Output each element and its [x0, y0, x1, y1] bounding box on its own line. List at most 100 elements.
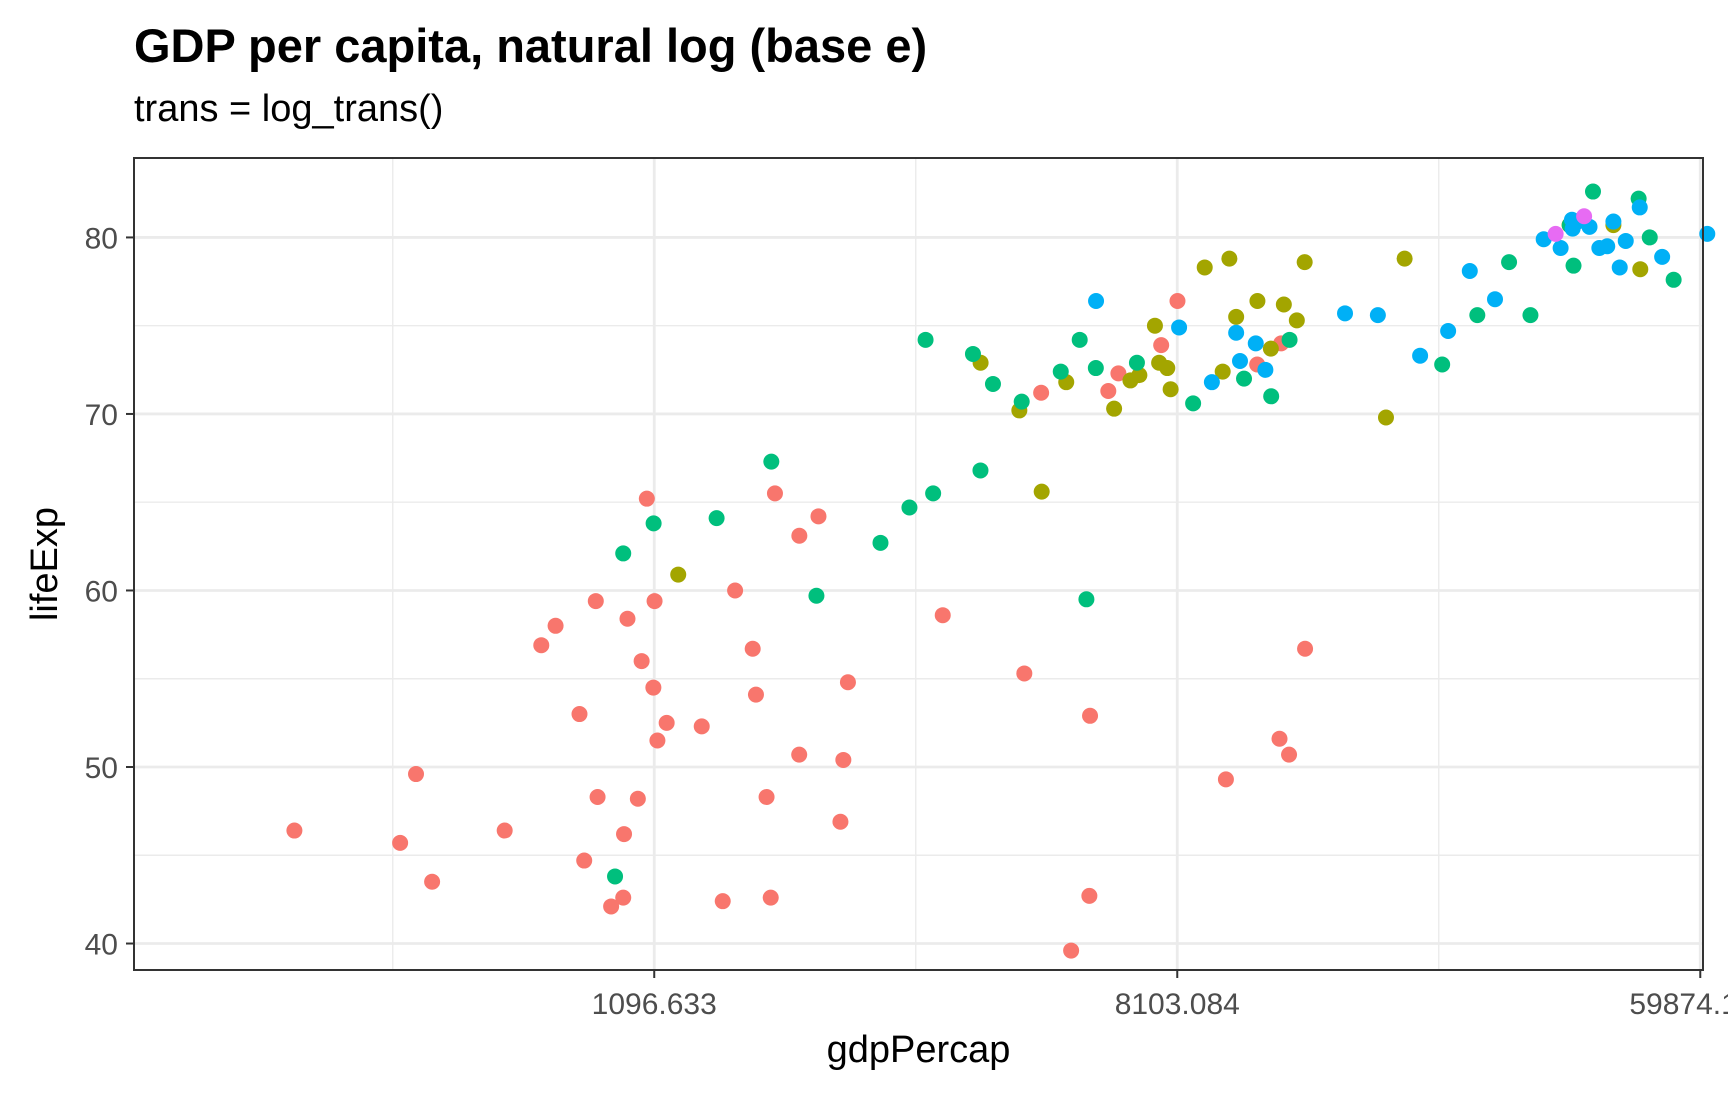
minor-gridlines	[134, 158, 1703, 970]
data-point-americas	[1131, 367, 1148, 384]
data-point-africa	[693, 718, 710, 735]
x-axis: 1096.633 8103.084 59874.142	[592, 970, 1728, 1021]
data-point-asia	[808, 587, 825, 604]
data-point-africa	[727, 582, 744, 599]
y-tick-label: 70	[85, 399, 118, 432]
data-point-americas	[1159, 360, 1176, 377]
data-point-africa	[603, 898, 620, 915]
data-point-americas	[1288, 312, 1305, 329]
data-point-asia	[645, 515, 662, 532]
data-point-africa	[839, 674, 856, 691]
data-point-europe	[1337, 305, 1354, 322]
data-point-europe	[1552, 240, 1569, 257]
data-point-asia	[1522, 307, 1539, 324]
data-point-africa	[1063, 942, 1080, 959]
data-point-europe	[1486, 291, 1503, 308]
data-point-asia	[984, 375, 1001, 392]
data-point-americas	[1296, 254, 1313, 271]
data-point-americas	[1221, 250, 1238, 267]
data-point-americas	[1632, 261, 1649, 278]
data-point-africa	[392, 834, 409, 851]
data-point-europe	[1228, 324, 1245, 341]
data-point-americas	[1377, 409, 1394, 426]
data-point-africa	[1169, 292, 1186, 309]
chart-subtitle: trans = log_trans()	[134, 88, 444, 130]
data-point-europe	[1611, 259, 1628, 276]
data-point-europe	[1699, 225, 1716, 242]
data-point-europe	[1412, 347, 1429, 364]
data-point-asia	[1641, 229, 1658, 246]
data-point-africa	[649, 732, 666, 749]
x-tick-label: 1096.633	[592, 988, 717, 1021]
data-point-africa	[589, 789, 606, 806]
data-point-asia	[1501, 254, 1518, 271]
data-point-asia	[1052, 363, 1069, 380]
data-point-africa	[744, 640, 761, 657]
data-point-asia	[1236, 370, 1253, 387]
data-point-asia	[615, 545, 632, 562]
data-point-asia	[964, 345, 981, 362]
data-point-asia	[1185, 395, 1202, 412]
data-point-asia	[1263, 388, 1280, 405]
data-point-africa	[629, 790, 646, 807]
data-point-asia	[1469, 307, 1486, 324]
data-point-asia	[607, 868, 624, 885]
data-point-africa	[1082, 707, 1099, 724]
data-point-asia	[872, 534, 889, 551]
data-point-americas	[1275, 296, 1292, 313]
data-point-africa	[1271, 730, 1288, 747]
data-point-asia	[925, 485, 942, 502]
data-point-africa	[408, 766, 425, 783]
data-point-americas	[1033, 483, 1050, 500]
data-point-africa	[758, 789, 775, 806]
data-point-europe	[1171, 319, 1188, 336]
major-gridlines	[134, 158, 1703, 970]
data-point-americas	[1146, 317, 1163, 334]
data-point-asia	[1665, 271, 1682, 288]
data-point-africa	[1016, 665, 1033, 682]
data-point-africa	[791, 527, 808, 544]
data-point-africa	[1033, 384, 1050, 401]
data-point-europe	[1599, 238, 1616, 255]
data-point-europe	[1257, 361, 1274, 378]
data-point-europe	[1231, 353, 1248, 369]
data-point-africa	[810, 508, 827, 525]
data-point-asia	[1584, 183, 1601, 200]
data-point-africa	[766, 485, 783, 502]
data-point-africa	[424, 873, 441, 890]
data-point-asia	[1565, 257, 1582, 274]
data-point-asia	[917, 331, 934, 348]
data-point-europe	[1203, 374, 1220, 391]
data-point-europe	[1088, 292, 1105, 309]
data-point-europe	[1605, 213, 1622, 230]
data-point-africa	[1297, 640, 1314, 657]
data-point-africa	[747, 686, 764, 703]
data-point-asia	[901, 499, 918, 516]
data-point-africa	[496, 822, 513, 839]
data-point-europe	[1247, 335, 1264, 352]
data-point-europe	[1461, 262, 1478, 279]
x-tick-label: 59874.142	[1629, 988, 1728, 1021]
data-point-asia	[1128, 354, 1145, 371]
data-point-africa	[1217, 771, 1234, 788]
data-point-africa	[934, 607, 951, 624]
data-point-africa	[646, 593, 663, 610]
data-point-asia	[1434, 356, 1451, 373]
data-point-americas	[1228, 308, 1245, 325]
data-point-americas	[1396, 250, 1413, 267]
data-point-africa	[835, 751, 852, 768]
data-point-africa	[576, 852, 593, 869]
data-point-africa	[791, 746, 808, 763]
data-point-americas	[1214, 363, 1231, 380]
data-point-africa	[615, 889, 632, 906]
data-point-africa	[1153, 337, 1170, 354]
data-point-africa	[832, 813, 849, 830]
data-point-oceania	[1547, 225, 1564, 242]
data-point-europe	[1535, 231, 1552, 248]
data-point-africa	[533, 637, 550, 654]
data-point-africa	[638, 490, 655, 507]
chart-title: GDP per capita, natural log (base e)	[134, 19, 928, 72]
y-tick-label: 60	[85, 575, 118, 608]
